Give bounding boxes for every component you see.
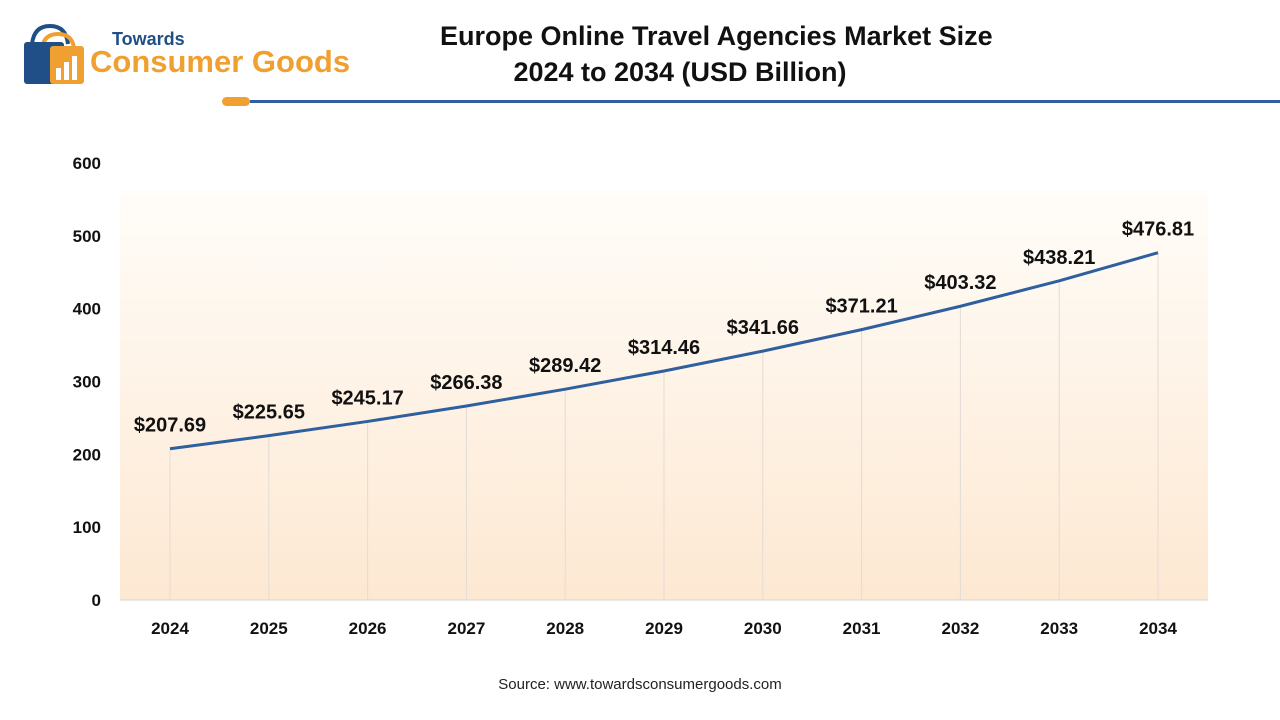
header-divider	[222, 97, 1280, 106]
data-label: $245.17	[331, 387, 403, 409]
data-label: $403.32	[924, 272, 996, 294]
x-tick-label: 2030	[744, 619, 782, 638]
x-tick-label: 2024	[151, 619, 189, 638]
x-tick-label: 2028	[546, 619, 584, 638]
logo-top-text: Towards	[112, 29, 185, 49]
data-label: $225.65	[233, 402, 305, 424]
x-tick-label: 2026	[349, 619, 387, 638]
chart-title-line1: Europe Online Travel Agencies Market Siz…	[440, 21, 993, 51]
y-tick-label: 100	[73, 518, 101, 537]
x-tick-label: 2031	[843, 619, 881, 638]
brand-logo: Towards Consumer Goods	[20, 22, 380, 92]
y-tick-label: 500	[73, 227, 101, 246]
y-tick-label: 200	[73, 445, 101, 464]
chart-title-line2: 2024 to 2034 (USD Billion)	[513, 57, 847, 87]
x-tick-label: 2034	[1139, 619, 1177, 638]
y-tick-label: 600	[73, 154, 101, 173]
data-label: $266.38	[430, 372, 502, 394]
x-tick-label: 2025	[250, 619, 288, 638]
y-tick-label: 300	[73, 373, 101, 392]
x-tick-label: 2027	[447, 619, 485, 638]
x-tick-label: 2029	[645, 619, 683, 638]
data-label: $341.66	[727, 317, 799, 339]
series-line	[169, 251, 1159, 451]
y-tick-label: 400	[73, 300, 101, 319]
logo-main-text: Consumer Goods	[90, 44, 351, 79]
source-note: Source: www.towardsconsumergoods.com	[498, 676, 782, 693]
chart-title: Europe Online Travel Agencies Market Siz…	[440, 18, 993, 90]
data-label: $314.46	[628, 337, 700, 359]
y-tick-label: 0	[92, 591, 101, 610]
data-label: $438.21	[1023, 247, 1095, 269]
data-label: $207.69	[134, 415, 206, 437]
x-tick-label: 2033	[1040, 619, 1078, 638]
shopping-bag-icon	[24, 23, 84, 84]
data-label: $371.21	[825, 296, 897, 318]
data-label: $289.42	[529, 355, 601, 377]
x-tick-label: 2032	[941, 619, 979, 638]
data-label: $476.81	[1122, 219, 1194, 241]
